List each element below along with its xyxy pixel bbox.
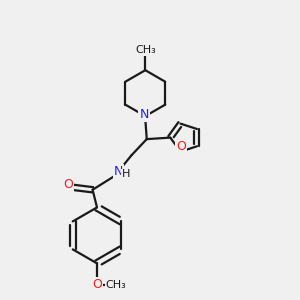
Text: N: N <box>113 165 123 178</box>
Text: O: O <box>64 178 74 191</box>
Text: CH₃: CH₃ <box>106 280 127 290</box>
Text: O: O <box>92 278 102 291</box>
Text: N: N <box>140 108 149 121</box>
Text: CH₃: CH₃ <box>135 46 156 56</box>
Text: O: O <box>176 140 186 153</box>
Text: H: H <box>122 169 130 179</box>
